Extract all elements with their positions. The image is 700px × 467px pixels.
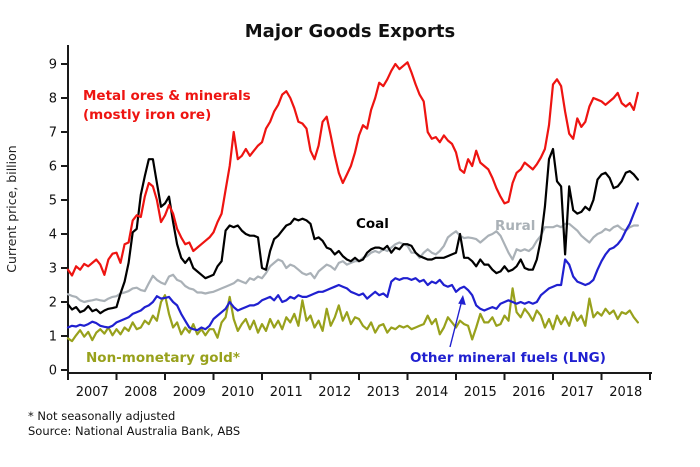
series-label-metal-ores-line2: (mostly iron ore) (83, 107, 211, 123)
footnote-asterisk: * Not seasonally adjusted (28, 409, 175, 423)
chart-title: Major Goods Exports (245, 21, 455, 42)
series-line-coal (66, 147, 640, 315)
x-tick-label: 2016 (512, 385, 545, 400)
y-tick-label: 0 (49, 364, 57, 379)
y-tick-label: 8 (49, 92, 57, 107)
lng-annotation-arrow (449, 299, 463, 348)
x-tick-label: 2011 (270, 385, 303, 400)
series-line-rural (66, 222, 640, 304)
y-tick-label: 1 (49, 330, 57, 345)
y-tick-label: 2 (49, 296, 57, 311)
x-tick-label: 2012 (318, 385, 351, 400)
y-tick-label: 3 (49, 262, 57, 277)
y-tick-label: 7 (49, 126, 57, 141)
series-lines (66, 61, 640, 343)
axes: 0 1 2 3 4 5 6 7 8 9 2007 2008 2009 2010 2011 2012 2013 20… (49, 45, 652, 400)
series-label-rural: Rural (495, 218, 535, 234)
chart-labels: Major Goods Exports Current price, billi… (4, 21, 606, 438)
series-label-metal-ores-line1: Metal ores & minerals (83, 88, 251, 104)
series-label-lng: Other mineral fuels (LNG) (410, 350, 606, 366)
x-tick-label: 2017 (561, 385, 594, 400)
y-axis-title: Current price, billion (4, 145, 19, 272)
series-line-metal (66, 61, 640, 277)
x-tick-label: 2013 (367, 385, 400, 400)
y-tick-label: 6 (49, 160, 57, 175)
x-tick-label: 2015 (464, 385, 497, 400)
x-tick-label: 2014 (415, 385, 448, 400)
y-tick-label: 5 (49, 194, 57, 209)
x-tick-label: 2018 (609, 385, 642, 400)
series-label-gold: Non-monetary gold* (86, 350, 240, 366)
lng-annotation-arrowhead (458, 295, 466, 305)
x-tick-label: 2008 (124, 385, 157, 400)
y-tick-label: 9 (49, 58, 57, 73)
x-tick-label: 2009 (173, 385, 206, 400)
footnote-source: Source: National Australia Bank, ABS (28, 424, 240, 438)
series-line-lng (66, 202, 640, 332)
x-tick-label: 2010 (221, 385, 254, 400)
x-tick-label: 2007 (76, 385, 109, 400)
series-label-coal: Coal (356, 216, 389, 232)
series-line-gold (66, 287, 640, 343)
y-tick-label: 4 (49, 228, 57, 243)
